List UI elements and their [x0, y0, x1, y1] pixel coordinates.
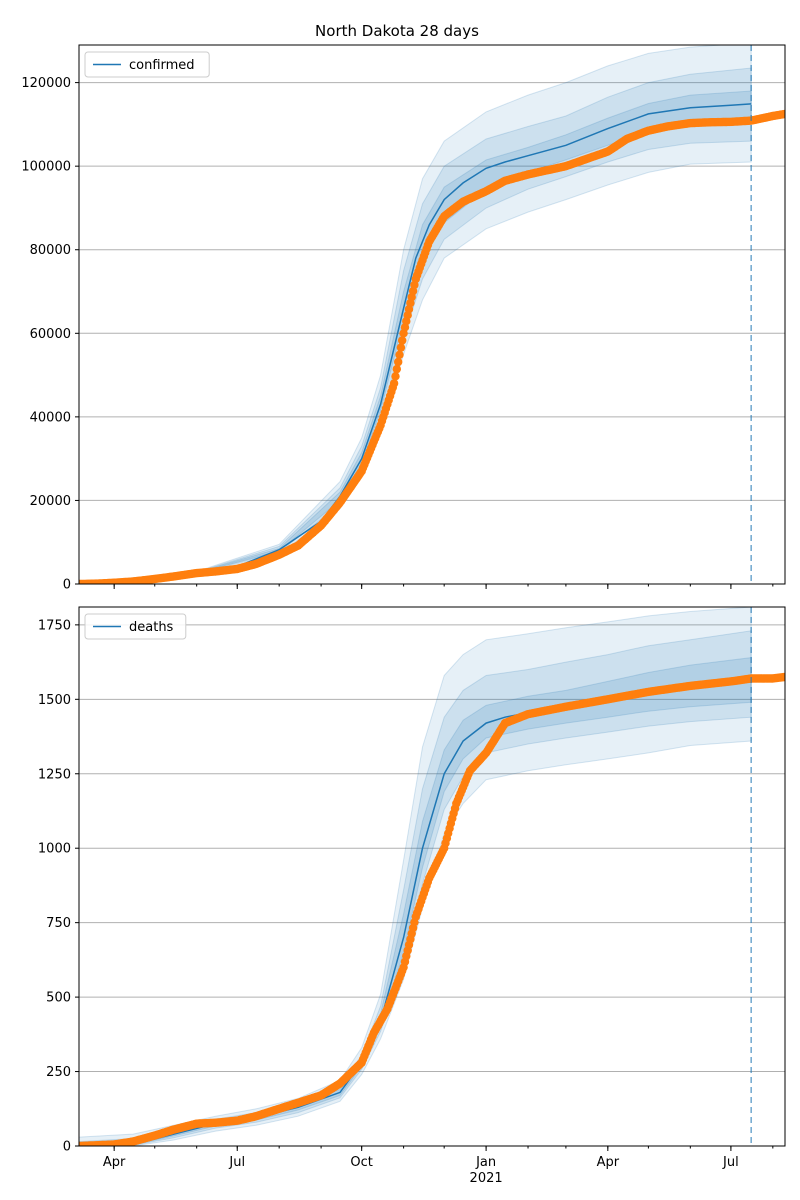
legend-box	[84, 613, 187, 640]
x-year-label: 2021	[470, 1171, 503, 1186]
model-median-line	[79, 103, 752, 584]
axes-frame	[78, 606, 786, 1147]
y-tick-label: 0	[63, 578, 71, 593]
y-tick-label: 120000	[21, 76, 71, 91]
y-tick-label: 60000	[30, 327, 71, 342]
y-tick-label: 20000	[30, 494, 71, 509]
y-tick-label: 750	[46, 916, 71, 931]
y-tick-label: 100000	[21, 160, 71, 175]
axes-frame	[78, 44, 786, 585]
observed-point	[396, 343, 406, 352]
confirmed-panel: 0 20000 40000 60000 80000 100000 120000 confirm…	[21, 44, 786, 593]
deaths-panel: 0 250 500 750 1000 1250 1500 1750 Apr Jul Oct Jan Ap…	[38, 606, 786, 1186]
figure-title: North Dakota 28 days	[315, 22, 479, 40]
x-tick-label: Apr	[597, 1155, 620, 1170]
y-tick-label: 0	[63, 1140, 71, 1155]
y-tick-label: 250	[46, 1065, 71, 1080]
legend-label: deaths	[129, 620, 174, 635]
observed-point	[780, 672, 785, 682]
observed-series	[79, 109, 785, 584]
legend: deaths	[84, 613, 187, 640]
x-tick-label: Jul	[228, 1155, 245, 1170]
x-tick-label: Jan	[475, 1155, 496, 1170]
y-tick-label: 1000	[38, 842, 71, 857]
observed-point	[780, 109, 785, 119]
y-tick-label: 1750	[38, 618, 71, 633]
y-tick-label: 1250	[38, 767, 71, 782]
observed-point	[394, 357, 403, 367]
uncertainty-band	[79, 67, 752, 584]
legend-label: confirmed	[129, 58, 195, 73]
legend: confirmed	[84, 51, 210, 78]
y-tick-label: 500	[46, 991, 71, 1006]
observed-series	[79, 672, 785, 1146]
y-tick-label: 40000	[30, 410, 71, 425]
observed-point	[395, 350, 404, 359]
x-tick-label: Apr	[103, 1155, 126, 1170]
observed-point	[389, 379, 399, 388]
observed-point	[391, 372, 400, 381]
x-tick-label: Jul	[722, 1155, 739, 1170]
observed-point	[392, 364, 401, 374]
x-tick-label: Oct	[350, 1155, 372, 1170]
y-tick-label: 80000	[30, 243, 71, 258]
observed-point	[398, 336, 407, 345]
legend-box	[84, 51, 210, 78]
y-tick-label: 1500	[38, 693, 71, 708]
